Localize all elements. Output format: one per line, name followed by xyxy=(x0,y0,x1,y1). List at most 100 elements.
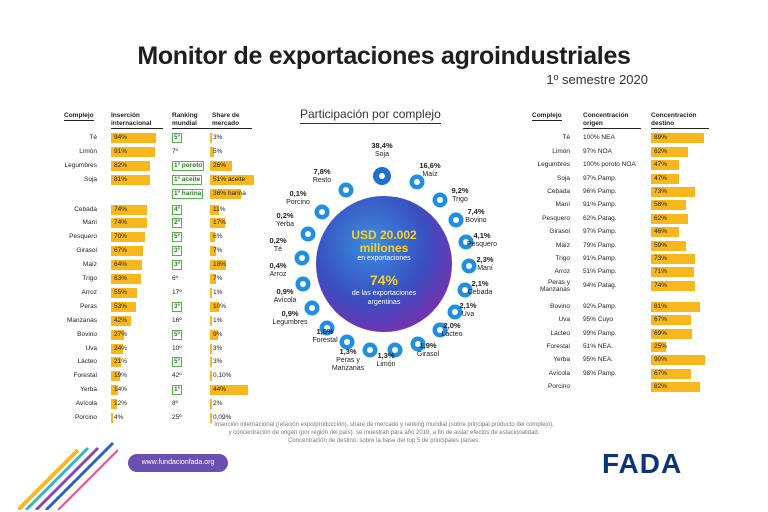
destination-bar xyxy=(651,281,696,291)
row-name: Soja xyxy=(556,175,570,182)
right-table-row: Limón 97% NOA 62% xyxy=(0,147,768,158)
rank-value: 17º xyxy=(172,288,182,296)
destination-bar xyxy=(651,355,705,365)
share-bar xyxy=(210,385,248,396)
row-name: Maíz xyxy=(555,242,570,249)
right-header-label: Concentración origen xyxy=(583,112,641,129)
row-name: Avícola xyxy=(75,400,97,408)
participation-label: 38,4% Soja xyxy=(358,142,406,159)
left-header-1: Inserción internacional xyxy=(111,112,163,129)
rank-value: 1º harina xyxy=(172,188,204,199)
insertion-value: 91% xyxy=(114,147,128,155)
share-value: 18% xyxy=(213,261,227,269)
share-value: 5% xyxy=(213,147,223,155)
share-value: 3% xyxy=(213,358,223,366)
share-bar xyxy=(210,301,219,312)
website-link[interactable]: www.fundacionfada.org xyxy=(128,454,228,472)
participation-name: Trigo xyxy=(452,196,468,203)
insertion-bar xyxy=(111,204,147,215)
participation-name: Arroz xyxy=(269,271,287,278)
share-value: 36% harina xyxy=(213,189,246,197)
participation-label: 0,2% Té xyxy=(254,237,302,254)
participation-pct: 0,4% xyxy=(269,261,287,270)
left-table-row: Yerba 14% 1º 44% xyxy=(0,385,260,396)
right-table-row: Porcino 82% xyxy=(0,382,768,393)
share-value: 1% xyxy=(213,316,223,324)
share-value: 2% xyxy=(213,400,223,408)
destination-value: 47% xyxy=(654,161,668,168)
destination-value: 89% xyxy=(654,134,668,141)
share-bar xyxy=(210,343,212,354)
destination-bar xyxy=(651,267,694,277)
participation-label: 2,1% Uva xyxy=(444,302,492,319)
destination-value: 69% xyxy=(654,330,668,337)
origin-value: 79% Pamp. xyxy=(583,242,617,249)
row-name: Porcino xyxy=(547,383,570,390)
left-header-3: Share de mercado xyxy=(212,112,252,129)
participation-label: 9,2% Trigo xyxy=(436,187,484,204)
share-value: 9% xyxy=(213,330,223,338)
row-name: Limón xyxy=(552,148,570,155)
origin-value: 62% Patag. xyxy=(583,215,617,222)
row-name: Trigo xyxy=(82,275,97,282)
insertion-value: 74% xyxy=(114,205,128,213)
footnote-line-1: Inserción internacional (relación expo/p… xyxy=(214,422,554,428)
bubble-text: argentinas xyxy=(367,299,401,306)
row-name: Forestal xyxy=(546,343,570,350)
insertion-bar xyxy=(111,329,124,340)
right-table-row: Maíz 79% Pamp. 59% xyxy=(0,241,768,252)
insertion-bar xyxy=(111,357,122,368)
destination-value: 74% xyxy=(654,282,668,289)
insertion-value: 82% xyxy=(114,161,128,169)
insertion-value: 14% xyxy=(114,386,128,394)
left-table-row: Maíz 64% 3º 18% xyxy=(0,260,260,271)
row-name: Manzanas xyxy=(67,316,97,324)
insertion-bar xyxy=(111,413,113,423)
row-name: Cebada xyxy=(547,188,570,195)
share-value: 3% xyxy=(213,134,223,141)
participation-name: Porcino xyxy=(286,199,310,206)
right-table-row: Legumbres 100% poroto NOA 47% xyxy=(0,160,768,171)
origin-value: 100% NEA xyxy=(583,134,615,141)
left-table-row: Soja 81% 1º aceite 51% aceite xyxy=(0,174,260,186)
row-name: Bovino xyxy=(77,330,97,338)
participation-pct: 0,9% xyxy=(276,287,294,296)
decorative-stripes xyxy=(18,441,118,510)
participation-name: Limón xyxy=(376,361,396,368)
destination-value: 67% xyxy=(654,316,668,323)
right-table-row: Arroz 51% Pamp. 71% xyxy=(0,267,768,278)
left-table-row: Girasol 67% 3º 7% xyxy=(0,246,260,257)
rank-value: 5º xyxy=(172,357,182,368)
left-header-label: Complejo xyxy=(64,112,94,121)
rank-value: 25º xyxy=(172,414,182,421)
right-table-row: Té 100% NEA 89% xyxy=(0,133,768,144)
origin-value: 92% Pamp. xyxy=(583,303,617,310)
share-bar xyxy=(210,274,217,284)
origin-value: 98% Pamp. xyxy=(583,370,617,377)
row-name: Uva xyxy=(85,344,97,352)
right-table-row: Uva 95% Cuyo 67% xyxy=(0,315,768,326)
share-bar xyxy=(210,146,215,157)
left-table-row: Arroz 55% 17º 1% xyxy=(0,287,260,299)
insertion-bar xyxy=(111,146,155,157)
destination-value: 62% xyxy=(654,148,668,155)
insertion-bar xyxy=(111,133,157,143)
insertion-bar xyxy=(111,246,144,257)
left-table-row: Peras 53% 3º 10% xyxy=(0,301,260,313)
insertion-value: 94% xyxy=(114,134,128,141)
participation-name: Forestal xyxy=(312,337,338,344)
right-table-row: Avícola 98% Pamp. 67% xyxy=(0,369,768,380)
right-header-0: Complejo xyxy=(532,112,590,121)
rank-value: 5º xyxy=(172,232,182,243)
row-name: Peras xyxy=(80,302,97,310)
destination-value: 81% xyxy=(654,303,668,310)
bubble-text: millones xyxy=(359,241,409,255)
participation-label: 2,1% Cebada xyxy=(456,280,504,297)
participation-name: Bovino xyxy=(465,217,487,224)
share-bar xyxy=(210,204,220,215)
destination-value: 46% xyxy=(654,228,668,235)
origin-value: 99% Pamp. xyxy=(583,330,617,337)
left-table-row: Avícola 12% 8º 2% xyxy=(0,399,260,410)
right-header-2: Concentración destino xyxy=(651,112,709,129)
rank-value: 1º poroto xyxy=(172,160,205,171)
